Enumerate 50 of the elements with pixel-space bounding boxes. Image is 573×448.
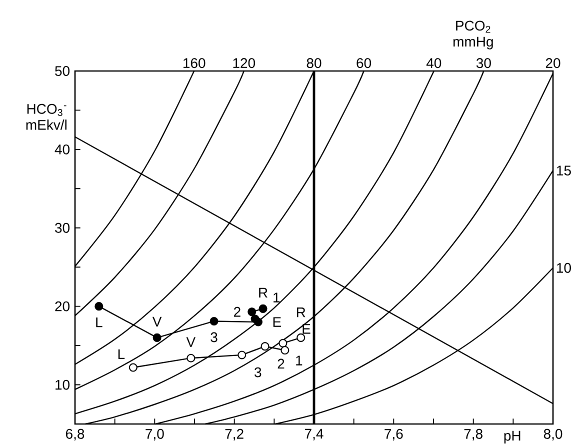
x-axis-title: pH [504,430,520,444]
annotation: R [259,288,268,298]
y-tick-label: 20 [55,301,70,312]
annotation: L [96,318,102,328]
point [278,338,288,348]
annotation: 2 [234,306,240,317]
annotation: 3 [254,367,262,378]
text: PCO$_{2}$ mmHg [453,20,493,50]
annotation: L [118,349,125,359]
point [260,342,270,351]
series-label: 120 [233,58,256,68]
series-label: 20 [546,58,560,68]
point [254,318,263,326]
point [258,304,268,313]
x-tick-label: 6,8 [66,428,84,440]
x-tick-label: 7,2 [225,428,244,440]
annotation: R [296,308,306,318]
series-label: 60 [356,58,372,68]
point [128,363,138,372]
annotation: 1 [296,356,302,366]
series-label: 160 [183,58,206,68]
series-label: 10 [557,262,571,273]
y-tick-label: 30 [55,222,70,233]
y-tick-label: 40 [54,144,70,154]
point [94,302,104,311]
point [186,354,196,362]
series-label: 15 [557,166,571,176]
point [296,333,306,342]
text: HCO$_{3}$- mEkv/l [26,104,66,130]
y-tick-label: 50 [55,66,70,76]
x-tick-label: 7,0 [146,428,164,440]
annotation: 3 [210,332,218,342]
point [238,350,246,360]
point [210,316,218,326]
x-tick-label: 7,6 [384,428,403,440]
annotation: V [186,337,196,347]
annotation: V [152,316,162,327]
point [152,333,162,342]
x-tick-label: 8,0 [544,428,562,440]
annotation: 2 [278,358,284,369]
annotation: E [273,317,281,327]
series-label: 30 [476,58,491,68]
series-label: 40 [426,58,442,68]
x-tick-label: 7,8 [464,428,482,440]
x-tick-label: 7,4 [304,428,324,440]
point [280,346,290,355]
point [248,308,256,316]
series-label: 80 [306,58,322,68]
y-tick-label: 10 [56,380,70,390]
annotation: 1 [274,292,280,302]
